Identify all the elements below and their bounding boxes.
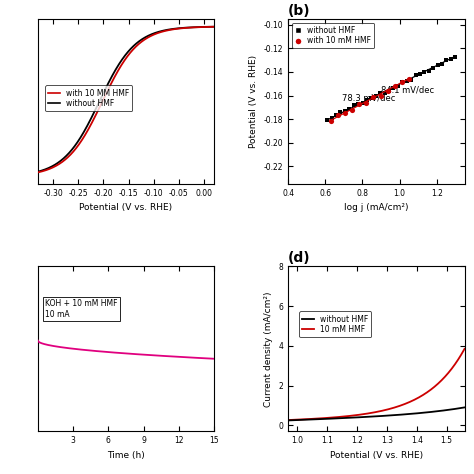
- Point: [447, 55, 455, 63]
- Point: [363, 96, 371, 103]
- Point: [425, 67, 433, 74]
- Point: [394, 82, 401, 90]
- Point: [348, 106, 356, 114]
- Point: [434, 61, 441, 69]
- Text: 84.1 mV/dec: 84.1 mV/dec: [381, 85, 434, 94]
- X-axis label: Potential (V vs. RHE): Potential (V vs. RHE): [330, 451, 423, 460]
- Point: [399, 79, 406, 86]
- Legend: without HMF, with 10 mM HMF: without HMF, with 10 mM HMF: [292, 23, 374, 48]
- Text: (d): (d): [288, 251, 311, 265]
- Point: [376, 90, 384, 97]
- Text: KOH + 10 mM HMF
10 mA: KOH + 10 mM HMF 10 mA: [45, 300, 118, 319]
- Text: 78.3 mV/dec: 78.3 mV/dec: [342, 93, 395, 102]
- Point: [332, 111, 340, 119]
- Point: [412, 71, 419, 79]
- Point: [381, 90, 388, 97]
- Point: [337, 108, 344, 116]
- X-axis label: Time (h): Time (h): [107, 451, 145, 460]
- Point: [407, 76, 415, 83]
- Point: [420, 68, 428, 75]
- Point: [385, 87, 393, 95]
- X-axis label: Potential (V vs. RHE): Potential (V vs. RHE): [80, 203, 173, 212]
- Point: [416, 70, 424, 78]
- Point: [341, 108, 349, 115]
- Point: [350, 101, 357, 109]
- Point: [334, 111, 342, 118]
- Point: [359, 99, 366, 107]
- Point: [327, 117, 335, 125]
- Point: [341, 109, 349, 117]
- Legend: with 10 MM HMF, without HMF: with 10 MM HMF, without HMF: [45, 85, 132, 111]
- Point: [367, 95, 375, 102]
- Point: [429, 64, 437, 72]
- X-axis label: log j (mA/cm²): log j (mA/cm²): [344, 203, 409, 212]
- Point: [443, 56, 450, 64]
- Text: (b): (b): [288, 4, 311, 18]
- Point: [391, 82, 399, 90]
- Point: [372, 92, 380, 100]
- Point: [405, 75, 413, 82]
- Legend: without HMF, 10 mM HMF: without HMF, 10 mM HMF: [299, 311, 371, 337]
- Point: [356, 100, 363, 108]
- Point: [370, 94, 377, 101]
- Y-axis label: Potential (V vs. RHE): Potential (V vs. RHE): [249, 55, 258, 148]
- Point: [438, 60, 446, 68]
- Point: [451, 53, 459, 60]
- Point: [384, 88, 392, 95]
- Point: [328, 114, 336, 122]
- Point: [323, 116, 331, 123]
- Point: [390, 84, 397, 91]
- Point: [377, 92, 384, 100]
- Point: [355, 100, 362, 108]
- Point: [398, 78, 406, 86]
- Y-axis label: Current density (mA/cm²): Current density (mA/cm²): [264, 291, 273, 407]
- Point: [363, 99, 370, 106]
- Point: [346, 105, 353, 113]
- Point: [403, 78, 410, 85]
